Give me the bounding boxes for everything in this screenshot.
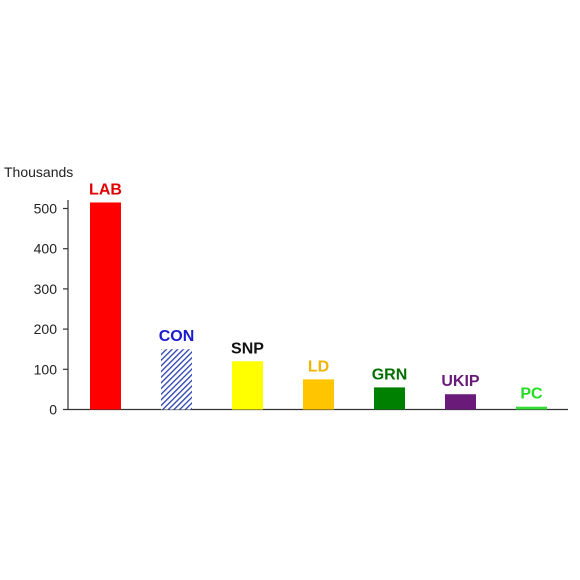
y-tick-label: 500 bbox=[34, 201, 58, 217]
bar-label-lab: LAB bbox=[89, 181, 122, 198]
bar-ukip bbox=[445, 394, 476, 410]
y-axis-unit-label: Thousands bbox=[4, 164, 73, 180]
y-tick-label: 400 bbox=[34, 241, 58, 257]
bar-pc bbox=[516, 406, 547, 410]
y-tick-label: 0 bbox=[49, 402, 57, 418]
bar-snp bbox=[232, 361, 263, 410]
bar-label-ukip: UKIP bbox=[441, 373, 480, 390]
bar-label-con: CON bbox=[159, 328, 195, 345]
bar-lab bbox=[90, 202, 121, 410]
bar-grn bbox=[374, 387, 405, 410]
bar-label-grn: GRN bbox=[372, 366, 408, 383]
y-tick-label: 300 bbox=[34, 281, 58, 297]
bar-label-pc: PC bbox=[520, 386, 543, 403]
bar-label-ld: LD bbox=[308, 358, 329, 375]
y-tick-label: 200 bbox=[34, 321, 58, 337]
axes: 0 100 200 300 400 500 bbox=[34, 200, 568, 418]
y-tick-label: 100 bbox=[34, 361, 58, 377]
bar-labels-group: LAB CON SNP LD GRN UKIP PC bbox=[89, 181, 543, 402]
bar-ld bbox=[303, 379, 334, 410]
bar-label-snp: SNP bbox=[231, 340, 264, 357]
bar-con bbox=[161, 349, 192, 410]
bars-group bbox=[90, 202, 547, 410]
